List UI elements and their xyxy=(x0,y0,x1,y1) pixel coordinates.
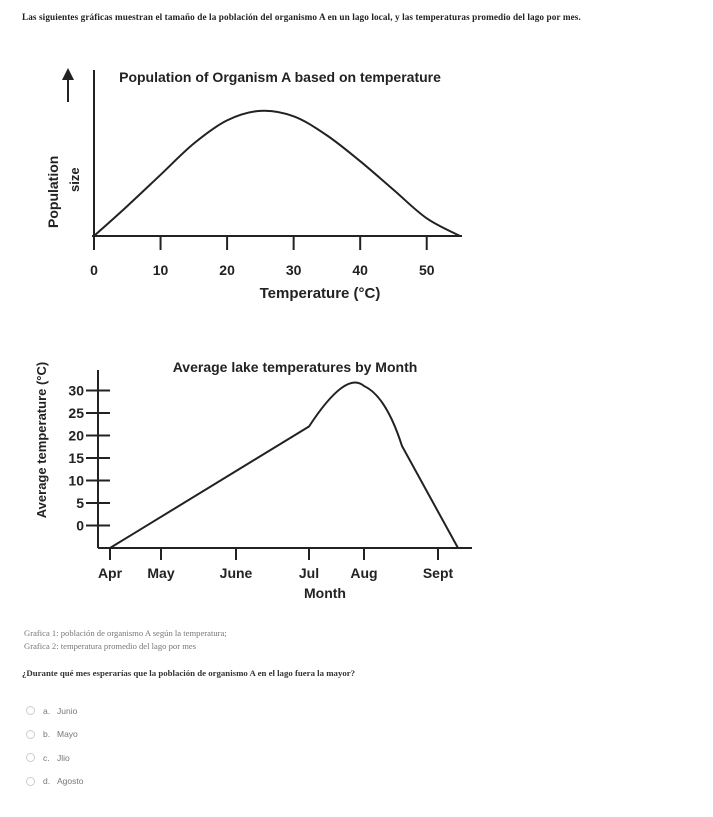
caption-graph-1: Grafica 1: población de organismo A segú… xyxy=(24,628,227,638)
chart1-ylabel-2: size xyxy=(67,167,82,192)
caption-graph-2: Grafica 2: temperatura promedio del lago… xyxy=(24,641,197,651)
option-a-letter: a. xyxy=(43,705,51,716)
chart2-temperature-line xyxy=(109,381,459,549)
chart1-ylabel: Population xyxy=(45,156,61,228)
instruction-text: Las siguientes gráficas muestran el tama… xyxy=(22,12,581,22)
option-c-radio[interactable] xyxy=(26,753,35,763)
chart2-xtick-label-may: May xyxy=(147,565,174,581)
chart1-population-line xyxy=(93,109,461,237)
chart1-xtick-label-30: 30 xyxy=(286,262,302,278)
chart2-xtick-label-aug: Aug xyxy=(350,565,377,581)
chart2-ytick-label-25: 25 xyxy=(68,405,84,421)
option-b-label: Mayo xyxy=(57,729,78,740)
temperature-chart: Average lake temperatures by Month Avera… xyxy=(34,359,472,601)
chart2-ytick-label-20: 20 xyxy=(68,428,84,444)
chart1-ylabel-line1: Population xyxy=(45,156,61,228)
chart2-title: Average lake temperatures by Month xyxy=(173,359,418,375)
option-a[interactable]: a. Junio xyxy=(26,699,83,723)
chart1-xtick-label-40: 40 xyxy=(352,262,368,278)
option-b-radio[interactable] xyxy=(26,729,35,739)
option-d-radio[interactable] xyxy=(26,776,35,786)
chart2-ytick-label-30: 30 xyxy=(68,383,84,399)
chart2-ylabel-text: Average temperature (°C) xyxy=(34,362,49,518)
chart2-xlabel: Month xyxy=(304,585,346,601)
chart2-xtick-label-jul: Jul xyxy=(299,565,319,581)
chart1-xtick-label-10: 10 xyxy=(153,262,169,278)
option-d-label: Agosto xyxy=(57,776,84,787)
chart1-xlabel: Temperature (°C) xyxy=(260,285,381,302)
chart1-yarrow xyxy=(62,68,74,102)
chart2-ytick-label-5: 5 xyxy=(76,495,84,511)
chart2-xtick-label-june: June xyxy=(220,565,253,581)
chart2-ytick-label-15: 15 xyxy=(68,450,84,466)
chart2-ytick-label-10: 10 xyxy=(68,473,84,489)
option-d[interactable]: d. Agosto xyxy=(26,770,83,794)
option-a-radio[interactable] xyxy=(26,706,35,716)
chart2-xtick-label-apr: Apr xyxy=(98,565,123,581)
chart1-xtick-label-50: 50 xyxy=(419,262,435,278)
option-b-letter: b. xyxy=(43,729,51,740)
chart1-xtick-label-0: 0 xyxy=(90,262,98,278)
answer-options: a. Junio b. Mayo c. Jlio d. Agosto xyxy=(26,699,83,793)
population-chart: Population of Organism A based on temper… xyxy=(45,68,462,302)
option-c[interactable]: c. Jlio xyxy=(26,746,83,770)
option-c-letter: c. xyxy=(43,752,50,763)
option-b[interactable]: b. Mayo xyxy=(26,723,83,747)
option-a-label: Junio xyxy=(57,705,78,716)
chart2-xtick-label-sept: Sept xyxy=(423,565,454,581)
chart2-ytick-label-0: 0 xyxy=(76,518,84,534)
chart2-ylabel: Average temperature (°C) xyxy=(34,362,49,518)
option-d-letter: d. xyxy=(43,776,51,787)
chart1-title: Population of Organism A based on temper… xyxy=(119,69,441,85)
question-text: ¿Durante qué mes esperarías que la pobla… xyxy=(22,668,356,678)
chart1-ylabel-line2: size xyxy=(67,167,82,192)
option-c-label: Jlio xyxy=(57,752,70,763)
chart1-xtick-label-20: 20 xyxy=(219,262,235,278)
